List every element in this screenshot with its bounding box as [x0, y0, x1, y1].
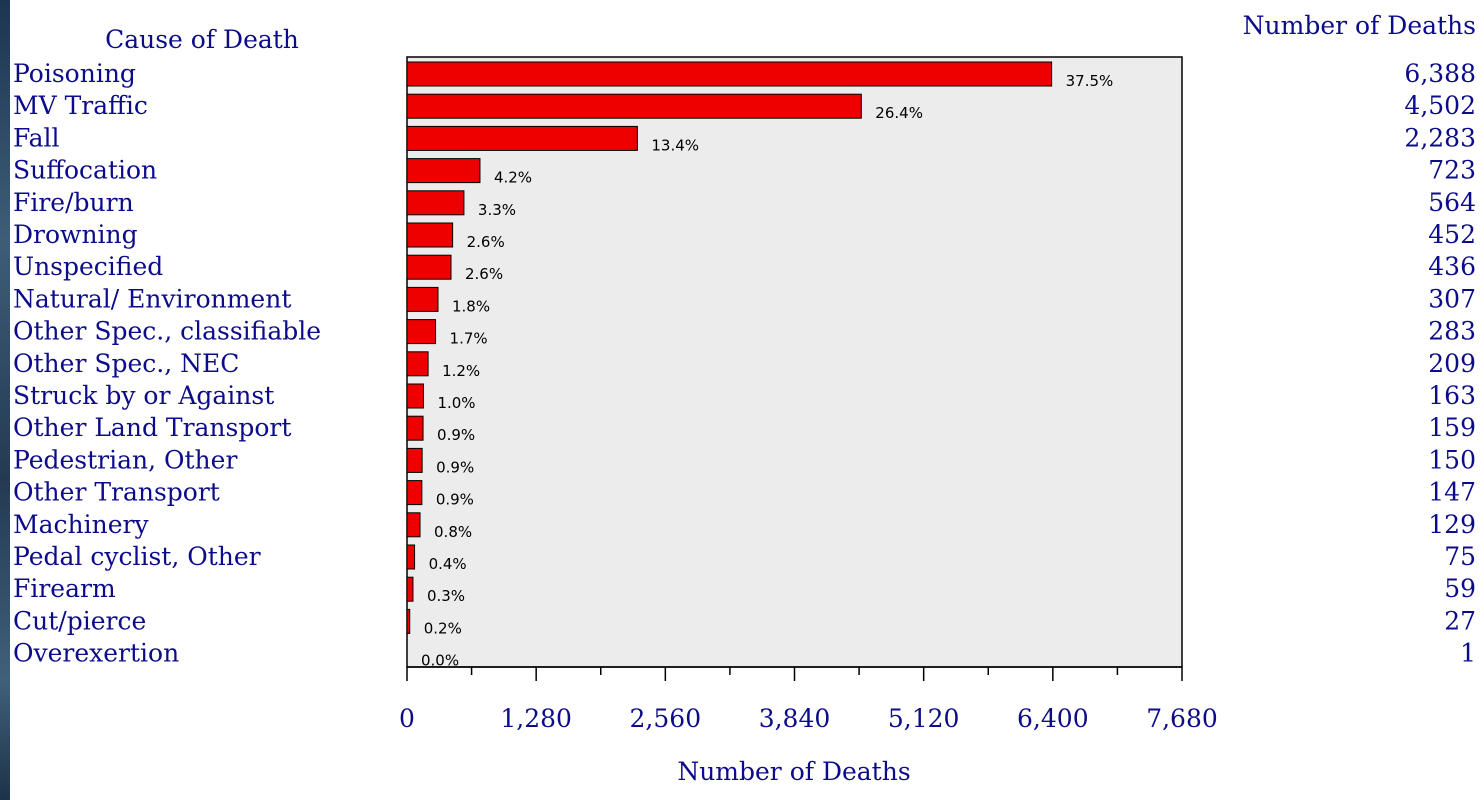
plot-area: [406, 56, 1183, 668]
count-label: 436: [1428, 252, 1476, 281]
bar: [406, 544, 416, 570]
bar: [406, 222, 454, 248]
count-label: 27: [1444, 606, 1476, 635]
category-label: Natural/ Environment: [13, 284, 291, 313]
category-label: Unspecified: [13, 252, 163, 281]
count-label: 2,283: [1404, 123, 1476, 152]
category-label: Drowning: [13, 220, 138, 249]
bar: [406, 512, 421, 538]
bar-percent-label: 3.3%: [478, 201, 516, 219]
category-label: Machinery: [13, 510, 149, 539]
count-label: 163: [1428, 381, 1476, 410]
x-tick-label: 2,560: [630, 704, 702, 733]
category-label: Other Spec., classifiable: [13, 317, 321, 346]
count-label: 307: [1428, 284, 1476, 313]
count-label: 129: [1428, 510, 1476, 539]
bar: [406, 93, 862, 119]
x-tick-label: 3,840: [759, 704, 831, 733]
bar: [406, 61, 1053, 87]
bar: [406, 447, 423, 473]
count-label: 723: [1428, 156, 1476, 185]
category-label: Firearm: [13, 574, 116, 603]
bar-percent-label: 0.9%: [436, 458, 474, 476]
count-column-header: Number of Deaths: [1243, 11, 1476, 40]
count-label: 1: [1460, 639, 1476, 668]
x-tick-label: 6,400: [1017, 704, 1089, 733]
bar-percent-label: 13.4%: [651, 136, 699, 154]
bar: [406, 576, 414, 602]
bar-percent-label: 0.0%: [421, 652, 459, 670]
bar-percent-label: 0.3%: [427, 587, 465, 605]
bar-percent-label: 26.4%: [875, 104, 923, 122]
bar-percent-label: 0.9%: [436, 491, 474, 509]
bar-percent-label: 1.7%: [450, 330, 488, 348]
count-label: 452: [1428, 220, 1476, 249]
count-label: 159: [1428, 413, 1476, 442]
x-axis: 0 1,280 2,560 3,840 5,120 6,400 7,680: [399, 666, 1218, 733]
category-label: Suffocation: [13, 156, 157, 185]
category-label: Struck by or Against: [13, 381, 274, 410]
count-label: 147: [1428, 478, 1476, 507]
bar: [406, 125, 638, 151]
bar-percent-label: 1.0%: [437, 394, 475, 412]
category-label: Cut/pierce: [13, 606, 146, 635]
bar-percent-label: 0.2%: [424, 619, 462, 637]
bar: [406, 351, 429, 377]
count-label: 564: [1428, 188, 1476, 217]
count-label: 283: [1428, 317, 1476, 346]
bar: [406, 480, 423, 506]
bar: [406, 415, 424, 441]
bar: [406, 158, 481, 184]
category-label: Other Transport: [13, 478, 220, 507]
labels-group: 37.5% Poisoning 6,388 26.4% MV Traffic 4,502 1…: [13, 59, 1476, 670]
category-label: MV Traffic: [13, 91, 148, 120]
x-axis-title: Number of Deaths: [677, 757, 910, 786]
left-edge-decoration: [0, 0, 10, 800]
bars-group: [406, 61, 1053, 634]
bar-percent-label: 2.6%: [465, 265, 503, 283]
bar-percent-label: 0.9%: [437, 426, 475, 444]
category-label: Pedestrian, Other: [13, 445, 237, 474]
bar: [406, 254, 452, 280]
bar-percent-label: 1.2%: [442, 362, 480, 380]
bar-percent-label: 0.8%: [434, 523, 472, 541]
category-label: Pedal cyclist, Other: [13, 542, 261, 571]
count-label: 209: [1428, 349, 1476, 378]
bar-percent-label: 37.5%: [1066, 72, 1114, 90]
bar-percent-label: 1.8%: [452, 297, 490, 315]
category-label: Fall: [13, 123, 60, 152]
bar-percent-label: 2.6%: [467, 233, 505, 251]
count-label: 75: [1444, 542, 1476, 571]
category-label: Fire/burn: [13, 188, 134, 217]
x-tick-label: 5,120: [888, 704, 960, 733]
bar: [406, 286, 439, 312]
count-label: 59: [1444, 574, 1476, 603]
category-label: Other Land Transport: [13, 413, 291, 442]
category-column-header: Cause of Death: [105, 25, 299, 54]
bar: [406, 319, 437, 345]
bar: [406, 190, 465, 216]
x-tick-label: 7,680: [1146, 704, 1218, 733]
category-label: Overexertion: [13, 639, 179, 668]
count-label: 4,502: [1404, 91, 1476, 120]
bar-percent-label: 4.2%: [494, 169, 532, 187]
count-label: 150: [1428, 445, 1476, 474]
bar: [406, 608, 411, 634]
category-label: Other Spec., NEC: [13, 349, 239, 378]
x-tick-label: 0: [399, 704, 415, 733]
category-label: Poisoning: [13, 59, 136, 88]
count-label: 6,388: [1404, 59, 1476, 88]
x-tick-label: 1,280: [500, 704, 572, 733]
bar-percent-label: 0.4%: [429, 555, 467, 573]
bar: [406, 383, 424, 409]
